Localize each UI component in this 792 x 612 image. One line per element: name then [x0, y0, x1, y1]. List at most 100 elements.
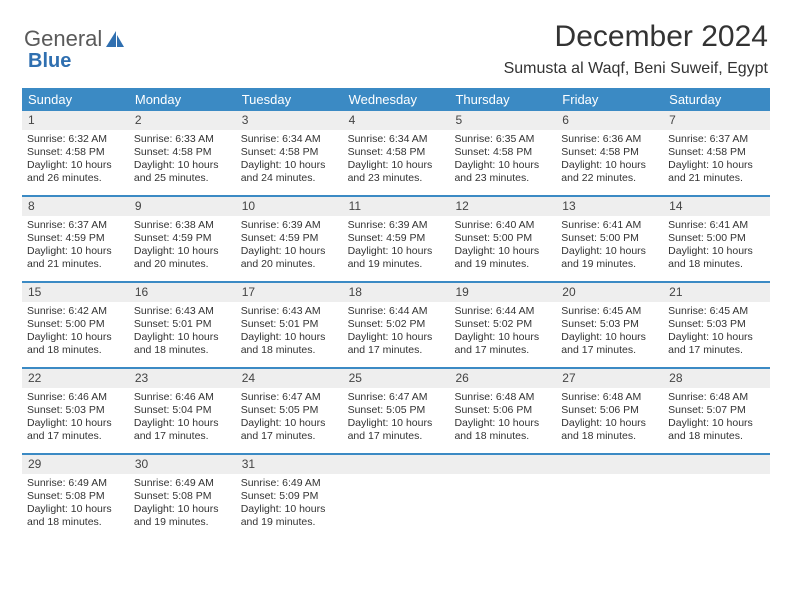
calendar-week: 22Sunrise: 6:46 AMSunset: 5:03 PMDayligh…: [22, 369, 770, 455]
dayhdr-sun: Sunday: [22, 88, 129, 111]
sunrise-line: Sunrise: 6:46 AM: [134, 391, 231, 404]
calendar-cell: .: [449, 455, 556, 539]
sunrise-line: Sunrise: 6:39 AM: [241, 219, 338, 232]
day-number: 27: [556, 369, 663, 388]
day-number: 2: [129, 111, 236, 130]
daylight-line: Daylight: 10 hours and 17 minutes.: [561, 331, 658, 357]
sunrise-line: Sunrise: 6:38 AM: [134, 219, 231, 232]
sunset-line: Sunset: 4:59 PM: [241, 232, 338, 245]
sunset-line: Sunset: 5:08 PM: [27, 490, 124, 503]
day-body: Sunrise: 6:48 AMSunset: 5:06 PMDaylight:…: [556, 388, 663, 449]
daylight-line: Daylight: 10 hours and 19 minutes.: [454, 245, 551, 271]
sunset-line: Sunset: 5:03 PM: [27, 404, 124, 417]
dayhdr-tue: Tuesday: [236, 88, 343, 111]
sunrise-line: Sunrise: 6:46 AM: [27, 391, 124, 404]
calendar-cell: 3Sunrise: 6:34 AMSunset: 4:58 PMDaylight…: [236, 111, 343, 195]
day-number: 7: [663, 111, 770, 130]
daylight-line: Daylight: 10 hours and 17 minutes.: [27, 417, 124, 443]
sunrise-line: Sunrise: 6:34 AM: [348, 133, 445, 146]
sunrise-line: Sunrise: 6:40 AM: [454, 219, 551, 232]
sunrise-line: Sunrise: 6:36 AM: [561, 133, 658, 146]
day-body: Sunrise: 6:43 AMSunset: 5:01 PMDaylight:…: [129, 302, 236, 363]
day-body: Sunrise: 6:37 AMSunset: 4:59 PMDaylight:…: [22, 216, 129, 277]
sunrise-line: Sunrise: 6:39 AM: [348, 219, 445, 232]
logo-text-1: General: [24, 26, 102, 52]
day-number: 10: [236, 197, 343, 216]
calendar-cell: 28Sunrise: 6:48 AMSunset: 5:07 PMDayligh…: [663, 369, 770, 453]
daylight-line: Daylight: 10 hours and 18 minutes.: [561, 417, 658, 443]
sunrise-line: Sunrise: 6:48 AM: [561, 391, 658, 404]
sunrise-line: Sunrise: 6:49 AM: [27, 477, 124, 490]
sunset-line: Sunset: 4:58 PM: [348, 146, 445, 159]
calendar-cell: .: [663, 455, 770, 539]
day-number: 28: [663, 369, 770, 388]
day-number: 3: [236, 111, 343, 130]
calendar-week: 1Sunrise: 6:32 AMSunset: 4:58 PMDaylight…: [22, 111, 770, 197]
calendar-cell: 10Sunrise: 6:39 AMSunset: 4:59 PMDayligh…: [236, 197, 343, 281]
sunset-line: Sunset: 4:58 PM: [561, 146, 658, 159]
daylight-line: Daylight: 10 hours and 23 minutes.: [454, 159, 551, 185]
daylight-line: Daylight: 10 hours and 17 minutes.: [454, 331, 551, 357]
calendar-cell: 22Sunrise: 6:46 AMSunset: 5:03 PMDayligh…: [22, 369, 129, 453]
day-body: Sunrise: 6:36 AMSunset: 4:58 PMDaylight:…: [556, 130, 663, 191]
sunset-line: Sunset: 4:59 PM: [134, 232, 231, 245]
dayhdr-wed: Wednesday: [343, 88, 450, 111]
day-body: Sunrise: 6:39 AMSunset: 4:59 PMDaylight:…: [343, 216, 450, 277]
day-number: 13: [556, 197, 663, 216]
daylight-line: Daylight: 10 hours and 19 minutes.: [241, 503, 338, 529]
sunset-line: Sunset: 5:00 PM: [561, 232, 658, 245]
calendar-cell: 2Sunrise: 6:33 AMSunset: 4:58 PMDaylight…: [129, 111, 236, 195]
calendar-cell: 29Sunrise: 6:49 AMSunset: 5:08 PMDayligh…: [22, 455, 129, 539]
logo-text-2: Blue: [28, 50, 71, 73]
day-body: Sunrise: 6:39 AMSunset: 4:59 PMDaylight:…: [236, 216, 343, 277]
calendar: Sunday Monday Tuesday Wednesday Thursday…: [22, 88, 770, 539]
day-number: 29: [22, 455, 129, 474]
day-body: Sunrise: 6:46 AMSunset: 5:03 PMDaylight:…: [22, 388, 129, 449]
sunset-line: Sunset: 5:02 PM: [348, 318, 445, 331]
sunset-line: Sunset: 5:03 PM: [561, 318, 658, 331]
day-body: Sunrise: 6:43 AMSunset: 5:01 PMDaylight:…: [236, 302, 343, 363]
calendar-weeks: 1Sunrise: 6:32 AMSunset: 4:58 PMDaylight…: [22, 111, 770, 539]
sunset-line: Sunset: 5:06 PM: [454, 404, 551, 417]
day-body: Sunrise: 6:34 AMSunset: 4:58 PMDaylight:…: [236, 130, 343, 191]
sunset-line: Sunset: 5:06 PM: [561, 404, 658, 417]
sunrise-line: Sunrise: 6:44 AM: [348, 305, 445, 318]
daylight-line: Daylight: 10 hours and 25 minutes.: [134, 159, 231, 185]
calendar-cell: .: [343, 455, 450, 539]
page-subtitle: Sumusta al Waqf, Beni Suweif, Egypt: [504, 60, 768, 78]
day-number: 18: [343, 283, 450, 302]
day-body: Sunrise: 6:42 AMSunset: 5:00 PMDaylight:…: [22, 302, 129, 363]
daylight-line: Daylight: 10 hours and 19 minutes.: [561, 245, 658, 271]
sunrise-line: Sunrise: 6:37 AM: [27, 219, 124, 232]
daylight-line: Daylight: 10 hours and 18 minutes.: [668, 417, 765, 443]
sunrise-line: Sunrise: 6:32 AM: [27, 133, 124, 146]
daylight-line: Daylight: 10 hours and 19 minutes.: [134, 503, 231, 529]
sunset-line: Sunset: 4:58 PM: [241, 146, 338, 159]
day-number: 8: [22, 197, 129, 216]
sunset-line: Sunset: 5:09 PM: [241, 490, 338, 503]
day-body: Sunrise: 6:46 AMSunset: 5:04 PMDaylight:…: [129, 388, 236, 449]
daylight-line: Daylight: 10 hours and 18 minutes.: [27, 331, 124, 357]
sunset-line: Sunset: 5:02 PM: [454, 318, 551, 331]
calendar-cell: 25Sunrise: 6:47 AMSunset: 5:05 PMDayligh…: [343, 369, 450, 453]
calendar-cell: 7Sunrise: 6:37 AMSunset: 4:58 PMDaylight…: [663, 111, 770, 195]
daylight-line: Daylight: 10 hours and 18 minutes.: [668, 245, 765, 271]
daylight-line: Daylight: 10 hours and 20 minutes.: [241, 245, 338, 271]
day-number: 21: [663, 283, 770, 302]
calendar-cell: 5Sunrise: 6:35 AMSunset: 4:58 PMDaylight…: [449, 111, 556, 195]
day-body: Sunrise: 6:49 AMSunset: 5:09 PMDaylight:…: [236, 474, 343, 535]
logo: General Blue: [24, 26, 126, 52]
sunset-line: Sunset: 4:58 PM: [668, 146, 765, 159]
calendar-cell: 17Sunrise: 6:43 AMSunset: 5:01 PMDayligh…: [236, 283, 343, 367]
day-number: 19: [449, 283, 556, 302]
calendar-cell: 15Sunrise: 6:42 AMSunset: 5:00 PMDayligh…: [22, 283, 129, 367]
day-body: Sunrise: 6:48 AMSunset: 5:06 PMDaylight:…: [449, 388, 556, 449]
day-number: 24: [236, 369, 343, 388]
day-body: Sunrise: 6:37 AMSunset: 4:58 PMDaylight:…: [663, 130, 770, 191]
sunset-line: Sunset: 5:01 PM: [241, 318, 338, 331]
sunrise-line: Sunrise: 6:44 AM: [454, 305, 551, 318]
sunrise-line: Sunrise: 6:47 AM: [348, 391, 445, 404]
day-body: Sunrise: 6:45 AMSunset: 5:03 PMDaylight:…: [663, 302, 770, 363]
calendar-week: 29 Sunrise: 6:49 AMSunset: 5:08 PM Dayligh…: [22, 455, 770, 539]
calendar-cell: 20Sunrise: 6:45 AMSunset: 5:03 PMDayligh…: [556, 283, 663, 367]
